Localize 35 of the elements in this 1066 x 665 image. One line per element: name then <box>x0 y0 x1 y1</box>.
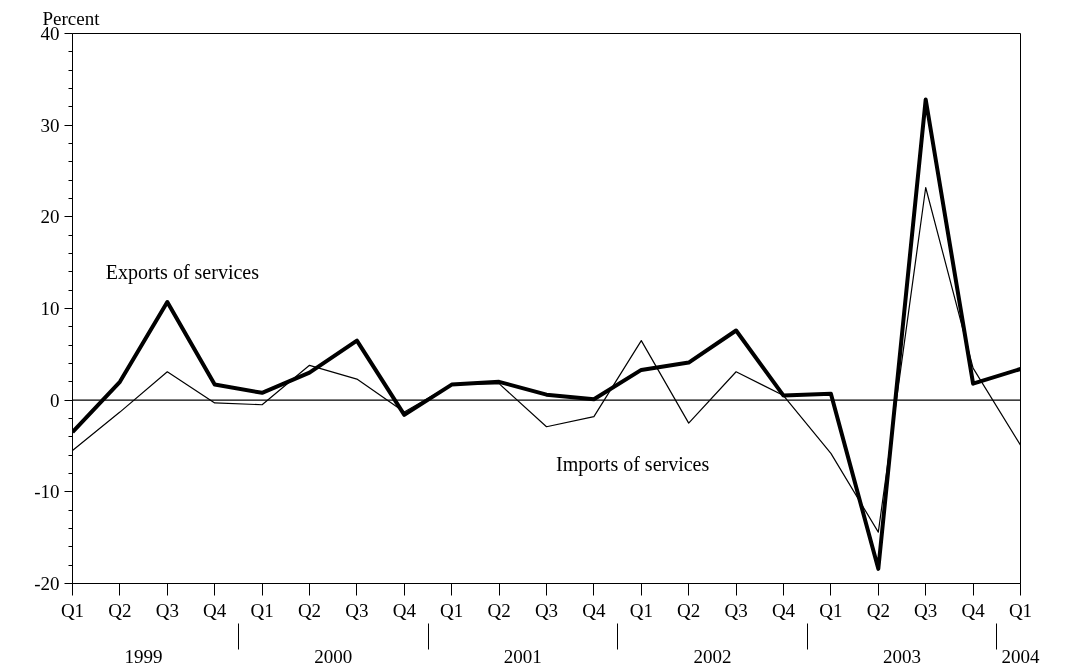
x-tick-label: Q2 <box>677 599 701 621</box>
x-tick-label: Q3 <box>345 599 369 621</box>
text: 2002 <box>693 645 732 665</box>
x-tick-label: Q1 <box>250 599 274 621</box>
y-tick-label: 10 <box>40 298 60 319</box>
x-tick-label: Q4 <box>203 599 227 621</box>
y-tick-label: 30 <box>40 114 60 136</box>
x-tick-label: Q3 <box>914 599 938 621</box>
text: 2001 <box>503 645 542 665</box>
x-tick-label: Q3 <box>534 599 559 621</box>
x-tick-label: Q2 <box>297 599 322 621</box>
x-tick-label: Q2 <box>866 599 890 621</box>
x-tick-label: Q1 <box>1008 599 1033 621</box>
x-tick-label: Q1 <box>819 599 843 621</box>
text: 2000 <box>314 645 353 665</box>
text: 1999 <box>124 645 163 665</box>
x-tick-label: Q1 <box>60 599 85 621</box>
x-tick-label: Q4 <box>582 599 607 621</box>
text: 2003 <box>883 645 921 665</box>
series-label: Imports of services <box>555 453 710 477</box>
x-tick-label: Q4 <box>771 599 796 621</box>
x-tick-label: Q4 <box>961 599 986 621</box>
x-tick-label: Q3 <box>724 599 748 621</box>
x-tick-label: Q2 <box>108 599 132 621</box>
y-tick-label: 0 <box>50 389 60 411</box>
x-tick-label: Q4 <box>392 599 417 621</box>
y-tick-label: -20 <box>34 573 60 594</box>
y-tick-label: -10 <box>34 481 60 503</box>
series-label: Exports of services <box>105 260 260 284</box>
x-tick-label: Q2 <box>487 599 511 621</box>
text: 2004 <box>1001 645 1040 665</box>
y-tick-label: 20 <box>40 206 60 228</box>
x-tick-label: Q1 <box>440 599 464 621</box>
x-tick-label: Q1 <box>629 599 653 621</box>
x-tick-label: Q3 <box>155 599 179 621</box>
